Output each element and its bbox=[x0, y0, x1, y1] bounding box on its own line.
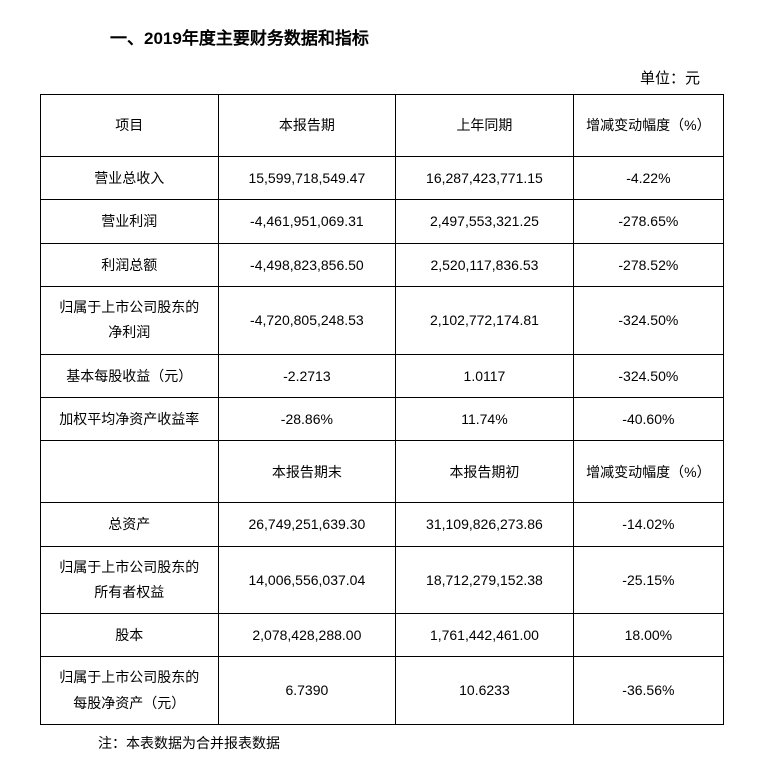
value-cell: 16,287,423,771.15 bbox=[396, 157, 574, 200]
table-header-cell bbox=[41, 441, 219, 503]
table-header-cell: 本报告期 bbox=[218, 95, 396, 157]
value-cell: -4,461,951,069.31 bbox=[218, 200, 396, 243]
item-cell: 总资产 bbox=[41, 503, 219, 546]
value-cell: -25.15% bbox=[573, 546, 723, 613]
value-cell: -2.2713 bbox=[218, 354, 396, 397]
value-cell: -14.02% bbox=[573, 503, 723, 546]
value-cell: -40.60% bbox=[573, 397, 723, 440]
value-cell: -278.52% bbox=[573, 243, 723, 286]
value-cell: 18.00% bbox=[573, 614, 723, 657]
item-cell: 营业总收入 bbox=[41, 157, 219, 200]
table-row: 总资产26,749,251,639.3031,109,826,273.86-14… bbox=[41, 503, 724, 546]
value-cell: 14,006,556,037.04 bbox=[218, 546, 396, 613]
table-row: 股本2,078,428,288.001,761,442,461.0018.00% bbox=[41, 614, 724, 657]
table-header-row: 本报告期末本报告期初增减变动幅度（%） bbox=[41, 441, 724, 503]
value-cell: 1.0117 bbox=[396, 354, 574, 397]
table-row: 归属于上市公司股东的每股净资产（元）6.739010.6233-36.56% bbox=[41, 657, 724, 724]
table-header-cell: 上年同期 bbox=[396, 95, 574, 157]
item-cell: 归属于上市公司股东的每股净资产（元） bbox=[41, 657, 219, 724]
table-header-row: 项目本报告期上年同期增减变动幅度（%） bbox=[41, 95, 724, 157]
value-cell: -36.56% bbox=[573, 657, 723, 724]
value-cell: -278.65% bbox=[573, 200, 723, 243]
item-cell: 基本每股收益（元） bbox=[41, 354, 219, 397]
value-cell: 6.7390 bbox=[218, 657, 396, 724]
item-cell: 营业利润 bbox=[41, 200, 219, 243]
table-header-cell: 增减变动幅度（%） bbox=[573, 441, 723, 503]
item-cell: 归属于上市公司股东的净利润 bbox=[41, 287, 219, 354]
value-cell: 1,761,442,461.00 bbox=[396, 614, 574, 657]
table-row: 营业总收入15,599,718,549.4716,287,423,771.15-… bbox=[41, 157, 724, 200]
table-header-cell: 项目 bbox=[41, 95, 219, 157]
item-cell: 股本 bbox=[41, 614, 219, 657]
table-header-cell: 本报告期初 bbox=[396, 441, 574, 503]
table-row: 加权平均净资产收益率-28.86%11.74%-40.60% bbox=[41, 397, 724, 440]
value-cell: 18,712,279,152.38 bbox=[396, 546, 574, 613]
table-row: 营业利润-4,461,951,069.312,497,553,321.25-27… bbox=[41, 200, 724, 243]
item-cell: 利润总额 bbox=[41, 243, 219, 286]
table-row: 归属于上市公司股东的净利润-4,720,805,248.532,102,772,… bbox=[41, 287, 724, 354]
table-header-cell: 增减变动幅度（%） bbox=[573, 95, 723, 157]
item-cell: 加权平均净资产收益率 bbox=[41, 397, 219, 440]
value-cell: 2,497,553,321.25 bbox=[396, 200, 574, 243]
table-row: 基本每股收益（元）-2.27131.0117-324.50% bbox=[41, 354, 724, 397]
item-cell: 归属于上市公司股东的所有者权益 bbox=[41, 546, 219, 613]
value-cell: 2,102,772,174.81 bbox=[396, 287, 574, 354]
section-title: 一、2019年度主要财务数据和指标 bbox=[40, 24, 724, 49]
value-cell: 2,078,428,288.00 bbox=[218, 614, 396, 657]
table-header-cell: 本报告期末 bbox=[218, 441, 396, 503]
value-cell: 31,109,826,273.86 bbox=[396, 503, 574, 546]
value-cell: 11.74% bbox=[396, 397, 574, 440]
table-row: 利润总额-4,498,823,856.502,520,117,836.53-27… bbox=[41, 243, 724, 286]
value-cell: -324.50% bbox=[573, 354, 723, 397]
value-cell: 15,599,718,549.47 bbox=[218, 157, 396, 200]
value-cell: -4,498,823,856.50 bbox=[218, 243, 396, 286]
value-cell: -28.86% bbox=[218, 397, 396, 440]
unit-label: 单位：元 bbox=[40, 67, 724, 88]
table-row: 归属于上市公司股东的所有者权益14,006,556,037.0418,712,2… bbox=[41, 546, 724, 613]
footnote: 注：本表数据为合并报表数据 bbox=[40, 733, 724, 753]
value-cell: 26,749,251,639.30 bbox=[218, 503, 396, 546]
financial-table: 项目本报告期上年同期增减变动幅度（%）营业总收入15,599,718,549.4… bbox=[40, 94, 724, 725]
value-cell: 2,520,117,836.53 bbox=[396, 243, 574, 286]
value-cell: -324.50% bbox=[573, 287, 723, 354]
value-cell: -4,720,805,248.53 bbox=[218, 287, 396, 354]
value-cell: 10.6233 bbox=[396, 657, 574, 724]
value-cell: -4.22% bbox=[573, 157, 723, 200]
